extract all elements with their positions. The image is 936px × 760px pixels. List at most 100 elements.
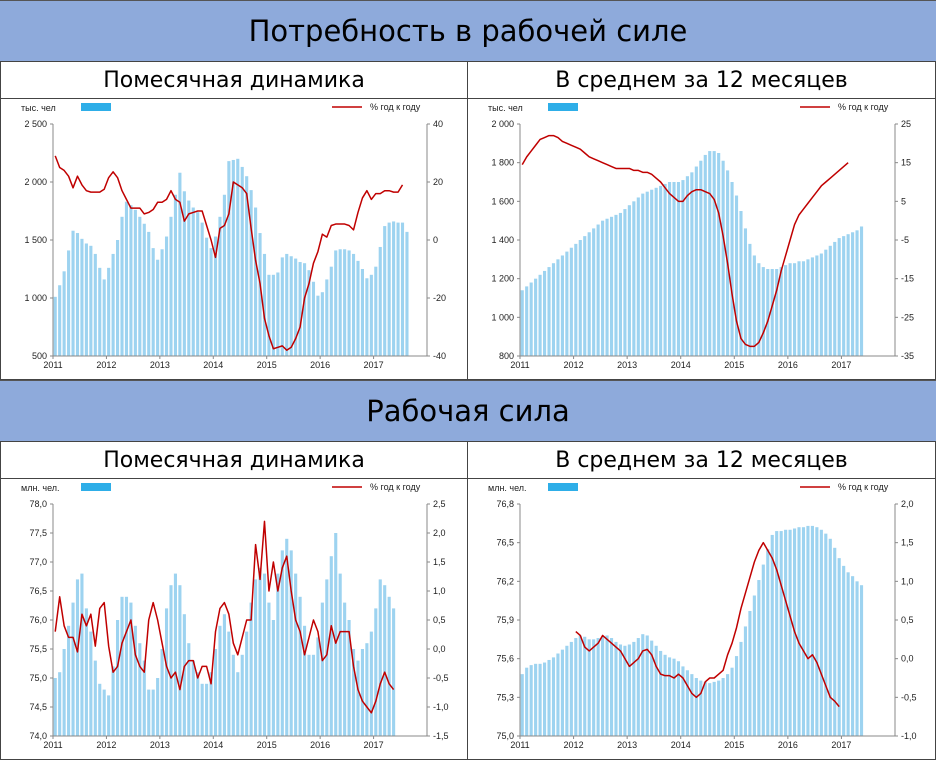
- y2-tick-label: 1,5: [433, 557, 446, 567]
- bar: [743, 626, 748, 736]
- bar: [650, 189, 654, 356]
- bar: [138, 643, 142, 736]
- bar: [708, 151, 712, 356]
- bar: [316, 295, 320, 356]
- bar: [62, 649, 66, 736]
- bar: [667, 657, 672, 736]
- bar: [810, 525, 814, 736]
- bar: [601, 220, 605, 356]
- bar: [730, 667, 734, 736]
- bar: [569, 247, 573, 356]
- x-tick-label: 2011: [43, 740, 62, 750]
- x-tick-label: 2017: [364, 740, 384, 750]
- bar: [67, 625, 71, 736]
- bar: [645, 191, 649, 356]
- y2-tick-label: 1,0: [433, 586, 446, 596]
- bar: [654, 645, 658, 736]
- y-tick-label: 2 000: [491, 119, 514, 129]
- bar: [806, 525, 810, 736]
- y2-tick-label: 0,5: [901, 615, 914, 625]
- bar: [596, 638, 600, 736]
- y-tick-label: 75,6: [496, 654, 514, 664]
- bar: [734, 195, 739, 356]
- chart-labor-12m-average: млн. чел. % год к году 75,0 75,3 75,6 75,9 76,…: [488, 482, 917, 750]
- bar: [703, 681, 707, 736]
- y2-tick-label: 2,5: [433, 499, 446, 509]
- x-tick-label: 2014: [671, 740, 691, 750]
- bar: [240, 654, 244, 736]
- bar: [249, 602, 253, 736]
- bar: [227, 631, 231, 736]
- bar: [142, 223, 146, 356]
- bar: [752, 255, 756, 356]
- bar: [334, 250, 338, 356]
- bar: [775, 531, 779, 736]
- bar: [757, 263, 761, 356]
- bar: [289, 550, 293, 736]
- bar: [173, 573, 177, 736]
- legend-left-unit: тыс. чел: [21, 103, 56, 113]
- bar: [578, 240, 582, 356]
- bar: [556, 259, 560, 356]
- bar: [525, 667, 529, 736]
- bar: [663, 183, 667, 356]
- line-series-yoy: [54, 155, 404, 351]
- y-tick-label: 2 500: [24, 119, 47, 129]
- bar: [187, 200, 191, 356]
- bar: [280, 257, 284, 356]
- bar: [529, 665, 533, 736]
- x-tick-label: 2013: [150, 740, 170, 750]
- bar: [846, 572, 850, 736]
- bar: [285, 253, 289, 356]
- bar: [659, 650, 663, 736]
- bar: [213, 236, 218, 356]
- bar: [102, 689, 106, 736]
- bar: [191, 207, 195, 356]
- bar: [551, 657, 556, 736]
- bar: [200, 683, 204, 736]
- bar: [396, 222, 400, 356]
- x-tick-label: 2013: [617, 360, 637, 370]
- bar: [618, 644, 623, 736]
- x-tick-label: 2012: [564, 740, 584, 750]
- bar: [672, 658, 676, 736]
- bar: [761, 564, 765, 736]
- bar: [690, 674, 694, 736]
- bar: [641, 634, 645, 736]
- bar: [53, 296, 57, 356]
- y2-tick-label: 5: [901, 196, 906, 206]
- bar: [271, 274, 275, 356]
- bar: [156, 259, 160, 356]
- bar: [551, 263, 556, 356]
- bar: [325, 579, 329, 736]
- bar: [124, 201, 129, 356]
- y2-tick-label: 0,0: [433, 644, 446, 654]
- x-tick-label: 2014: [203, 360, 223, 370]
- bar: [708, 683, 712, 736]
- y-tick-label: 77,0: [29, 557, 47, 567]
- bar: [547, 267, 551, 356]
- legend-right-unit: % год к году: [838, 482, 889, 492]
- bar: [824, 533, 828, 736]
- bar: [227, 161, 231, 356]
- bar: [231, 654, 235, 736]
- legend-bar-swatch: [548, 483, 578, 491]
- bar: [53, 678, 57, 736]
- y2-tick-label: 0: [433, 235, 438, 245]
- bar: [525, 286, 529, 356]
- bar: [770, 534, 774, 736]
- bar: [124, 596, 129, 736]
- y2-tick-label: 2,0: [433, 528, 446, 538]
- y2-tick-label: -25: [901, 312, 914, 322]
- bar: [129, 602, 133, 736]
- y-tick-label: 76,0: [29, 615, 47, 625]
- bar: [307, 654, 311, 736]
- bar: [356, 260, 360, 356]
- bar: [542, 270, 547, 356]
- bar: [583, 236, 587, 356]
- bar: [383, 585, 387, 736]
- bar: [578, 635, 582, 736]
- bar: [542, 662, 547, 736]
- bar: [775, 269, 779, 356]
- bar: [209, 248, 213, 356]
